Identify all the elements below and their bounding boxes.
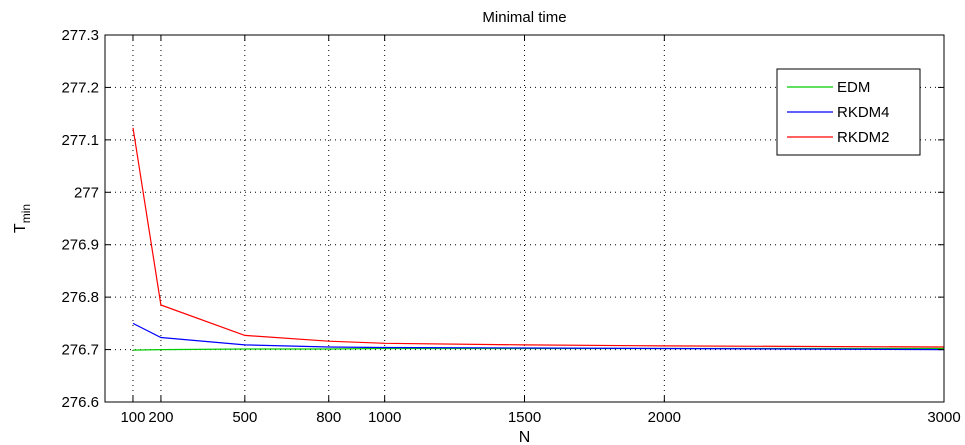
y-tick-label: 276.6 (61, 394, 99, 411)
legend-entry: RKDM4 (837, 104, 890, 121)
x-tick-label: 200 (148, 409, 173, 426)
x-tick-label: 3000 (927, 409, 960, 426)
series-layer (132, 127, 945, 351)
y-axis-label-subscript: min (19, 204, 33, 223)
y-tick-label: 276.8 (61, 289, 99, 306)
x-tick-label: 100 (120, 409, 145, 426)
legend-entry: EDM (837, 79, 870, 96)
x-tick-label: 1500 (508, 409, 541, 426)
series-line-rkdm2 (132, 127, 945, 348)
y-axis-label-main: T (12, 223, 29, 233)
y-axis-label: Tmin (12, 204, 33, 233)
chart-title: Minimal time (482, 9, 566, 26)
x-tick-label: 500 (232, 409, 257, 426)
y-tick-label: 277.2 (61, 79, 99, 96)
x-tick-label: 2000 (648, 409, 681, 426)
y-tick-labels: 276.6 276.7 276.8 276.9 277 277.1 277.2 277.3 (61, 27, 99, 411)
y-tick-label: 276.9 (61, 237, 99, 254)
legend: EDM RKDM4 RKDM2 (776, 68, 921, 156)
y-tick-label: 277.1 (61, 132, 99, 149)
y-tick-label: 276.7 (61, 342, 99, 359)
x-axis-label: N (519, 429, 531, 445)
tick-marks (105, 34, 945, 403)
x-tick-labels: 100 200 500 800 1000 1500 2000 3000 (120, 409, 960, 426)
y-tick-label: 277.3 (61, 27, 99, 44)
y-tick-label: 277 (74, 184, 99, 201)
x-tick-label: 800 (316, 409, 341, 426)
series-line-rkdm4 (132, 322, 945, 351)
x-tick-label: 1000 (368, 409, 401, 426)
legend-entry: RKDM2 (837, 129, 890, 146)
